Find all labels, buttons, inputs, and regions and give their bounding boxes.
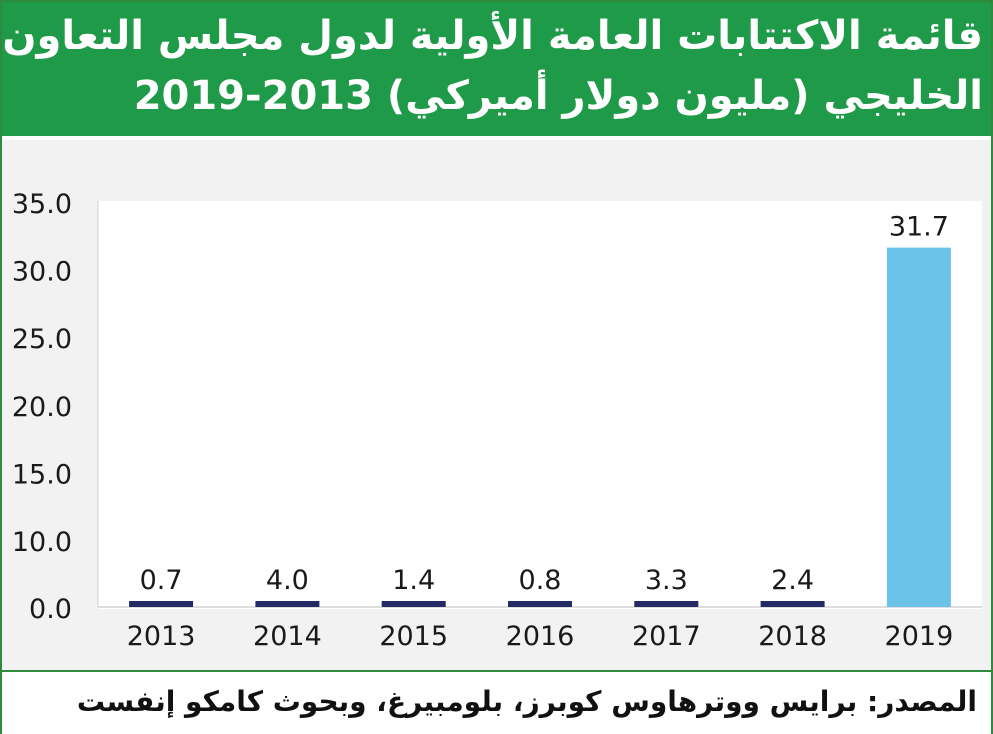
bar-2013 xyxy=(129,601,194,607)
source-text: المصدر: برايس ووترهاوس كوبرز، بلومبيرغ، … xyxy=(76,685,977,718)
y-tick-label: 20.0 xyxy=(12,392,72,423)
bar-2017 xyxy=(634,601,699,607)
data-label-2017: 3.3 xyxy=(645,565,688,596)
x-tick-label-2018: 2018 xyxy=(758,621,827,652)
y-tick-label: 35.0 xyxy=(12,189,72,220)
x-tick-label-2016: 2016 xyxy=(506,621,575,652)
x-tick-label-2017: 2017 xyxy=(632,621,701,652)
x-tick-label-2019: 2019 xyxy=(885,621,954,652)
y-tick-label: 15.0 xyxy=(12,459,72,490)
bar-2018 xyxy=(760,601,825,607)
data-label-2018: 2.4 xyxy=(771,565,814,596)
plot-area xyxy=(98,201,982,609)
y-tick-label: 0.0 xyxy=(29,594,72,625)
x-tick-label-2014: 2014 xyxy=(253,621,322,652)
data-label-2014: 4.0 xyxy=(266,565,309,596)
data-label-2019: 31.7 xyxy=(889,212,949,243)
data-label-2013: 0.7 xyxy=(140,565,183,596)
bar-2014 xyxy=(255,601,320,607)
chart-header: قائمة الاكتتابات العامة الأولية لدول مجل… xyxy=(2,2,991,136)
bar-2016 xyxy=(508,601,572,607)
chart-title-line-2: الخليجي (مليون دولار أميركي) 2013-2019 xyxy=(133,73,983,119)
y-tick-label: 10.0 xyxy=(12,527,72,558)
x-tick-label-2015: 2015 xyxy=(379,621,448,652)
y-tick-label: 30.0 xyxy=(12,257,72,288)
bar-chart: 0.0 10.0 15.0 20.0 25.0 30.0 35.0 0.7 2013 4.0 201… xyxy=(12,189,982,652)
data-label-2016: 0.8 xyxy=(519,565,562,596)
chart-title-line-1: قائمة الاكتتابات العامة الأولية لدول مجل… xyxy=(2,13,983,59)
x-tick-label-2013: 2013 xyxy=(127,621,196,652)
bar-2015 xyxy=(381,601,446,607)
bar-2019 xyxy=(886,247,951,607)
y-tick-label: 25.0 xyxy=(12,324,72,355)
data-label-2015: 1.4 xyxy=(392,565,435,596)
source-footer: المصدر: برايس ووترهاوس كوبرز، بلومبيرغ، … xyxy=(2,670,991,734)
